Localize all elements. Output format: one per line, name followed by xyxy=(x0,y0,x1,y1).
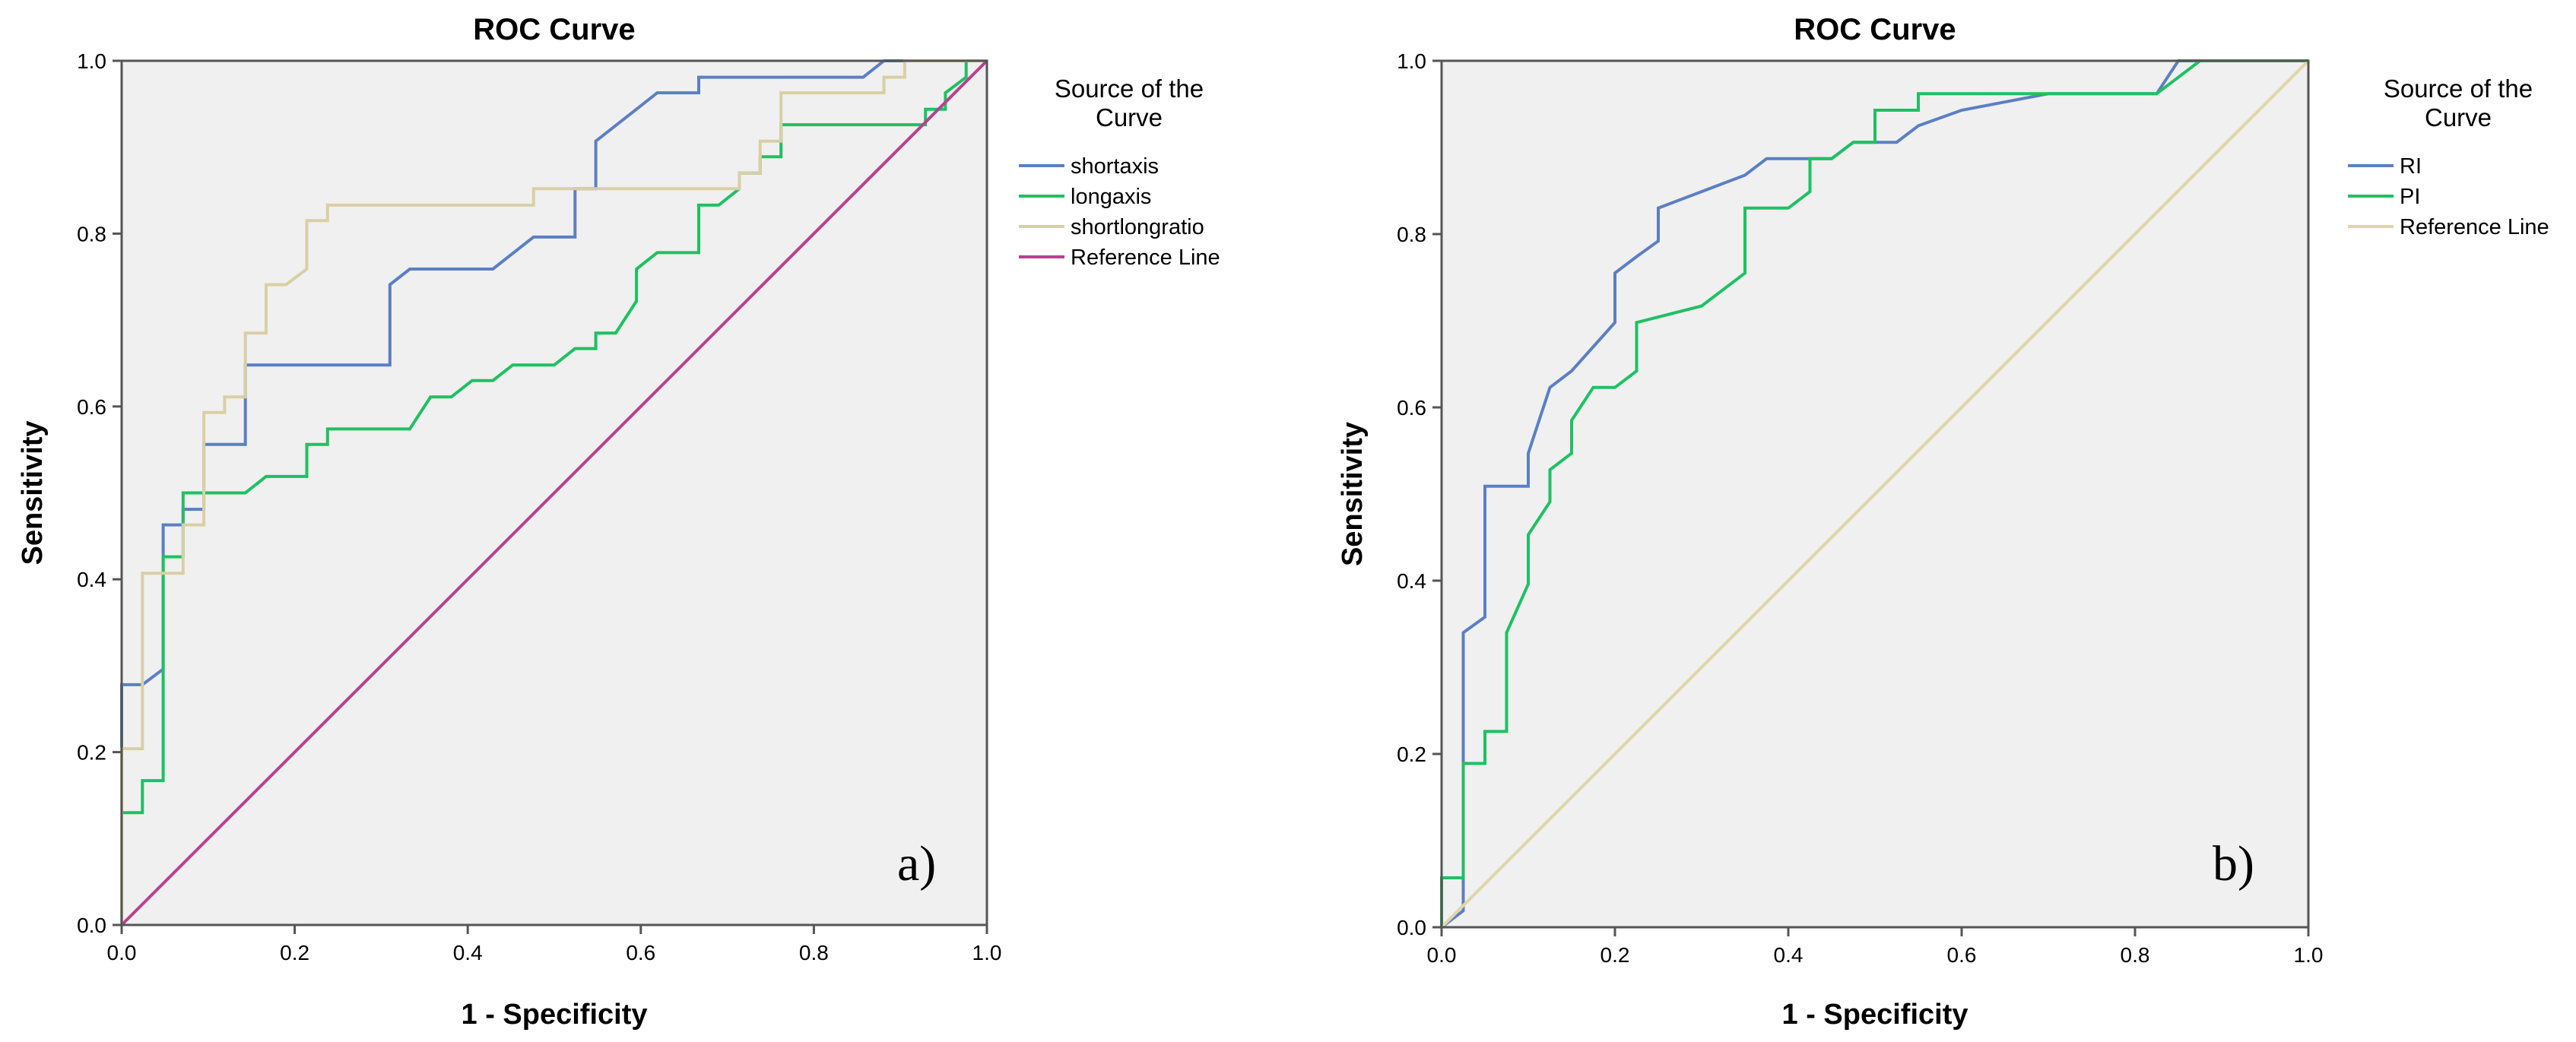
series-line-reference-line xyxy=(120,59,988,926)
y-tick-label: 0.2 xyxy=(77,741,106,765)
x-tick-label: 0.4 xyxy=(1774,943,1804,967)
y-tick-label: 0.6 xyxy=(77,395,106,419)
y-tick-label: 0.6 xyxy=(1397,396,1426,420)
legend-label: PI xyxy=(2400,185,2420,209)
x-tick-label: 1.0 xyxy=(2294,943,2324,967)
x-tick-label: 0.4 xyxy=(453,941,483,964)
y-tick-label: 0.4 xyxy=(77,568,106,591)
series-line-reference-line xyxy=(1440,59,2310,929)
legend-title-line: Source of the xyxy=(2384,74,2533,103)
x-tick-label: 0.0 xyxy=(1427,943,1457,967)
roc-chart-a: ROC Curve 0.0 0.2 0.4 0.6 0.8 1.0 0.0 0.2 0.4 0.6 0… xyxy=(17,13,1220,1031)
chart-title: ROC Curve xyxy=(473,13,635,46)
legend-title-line: Curve xyxy=(2425,103,2492,131)
y-tick-label: 0.4 xyxy=(1397,569,1426,593)
x-axis-label: 1 - Specificity xyxy=(462,999,648,1031)
x-tick-label: 0.2 xyxy=(280,941,309,964)
series-line-pi xyxy=(1440,59,2308,927)
legend-label: RI xyxy=(2400,154,2422,179)
x-tick-label: 1.0 xyxy=(972,941,1002,964)
legend: Source of the Curve shortaxis longaxis short… xyxy=(1019,74,1220,270)
y-tick-label: 0.2 xyxy=(1397,743,1426,766)
plot-frame xyxy=(120,59,988,926)
x-tick-label: 0.6 xyxy=(626,941,655,964)
x-tick-label: 0.6 xyxy=(1947,943,1977,967)
roc-chart-b: ROC Curve 0.0 0.2 0.4 0.6 0.8 1.0 0.0 0.2 0.4 0.6 0… xyxy=(1337,13,2549,1031)
y-tick-label: 1.0 xyxy=(1397,49,1426,73)
y-tick-label: 0.0 xyxy=(1397,916,1426,939)
legend-label: Reference Line xyxy=(1071,245,1220,270)
y-tick-label: 0.8 xyxy=(1397,223,1426,246)
panel-label: b) xyxy=(2213,836,2254,892)
x-tick-label: 0.8 xyxy=(2121,943,2150,967)
legend-title: Source of the Curve xyxy=(2384,74,2533,131)
series-line-shortlongratio xyxy=(120,59,987,925)
legend-label: longaxis xyxy=(1071,185,1151,209)
legend-label: shortaxis xyxy=(1071,154,1159,179)
legend-label: Reference Line xyxy=(2400,215,2549,239)
legend-title-line: Source of the xyxy=(1055,74,1204,103)
legend-label: shortlongratio xyxy=(1071,215,1204,239)
y-tick-label: 1.0 xyxy=(77,49,106,73)
series-line-ri xyxy=(1440,59,2308,929)
x-axis-label: 1 - Specificity xyxy=(1782,999,1968,1031)
y-axis-label: Sensitivity xyxy=(1337,422,1369,566)
plot-frame xyxy=(1440,59,2310,929)
panel-label: a) xyxy=(897,836,936,892)
x-tick-label: 0.0 xyxy=(107,941,137,964)
series-line-shortaxis xyxy=(120,59,987,925)
legend-title: Source of the Curve xyxy=(1055,74,1204,131)
y-tick-label: 0.0 xyxy=(77,914,106,937)
legend-title-line: Curve xyxy=(1096,103,1163,131)
y-tick-label: 0.8 xyxy=(77,222,106,245)
y-axis-label: Sensitivity xyxy=(17,420,49,565)
x-tick-label: 0.2 xyxy=(1600,943,1630,967)
x-tick-label: 0.8 xyxy=(799,941,829,964)
chart-title: ROC Curve xyxy=(1794,13,1956,46)
